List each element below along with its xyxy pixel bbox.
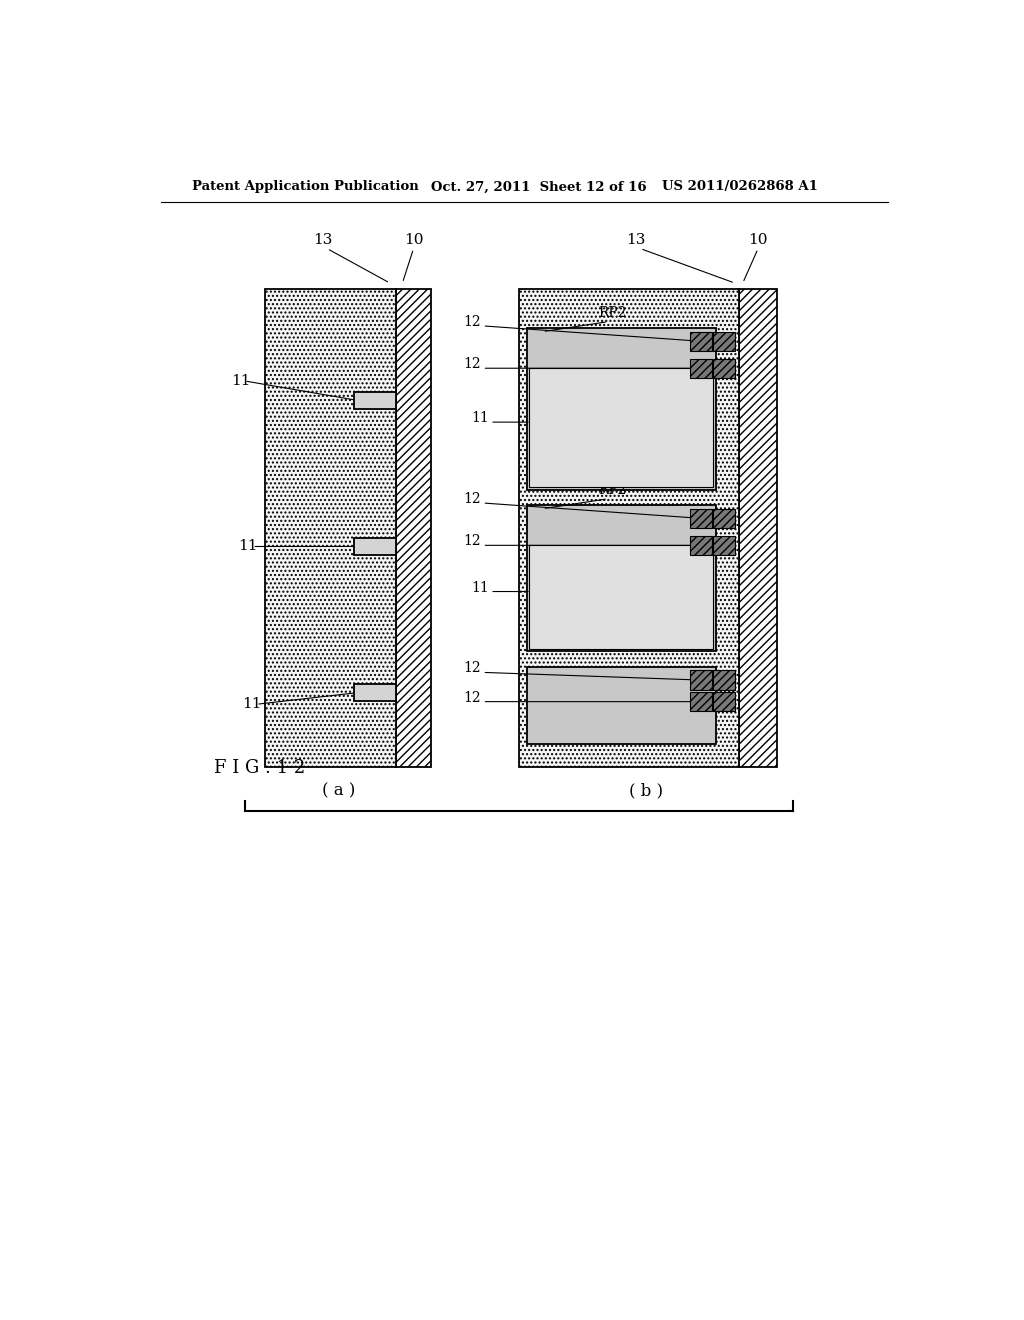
- Bar: [354, 539, 396, 554]
- Text: 11: 11: [471, 581, 488, 594]
- Text: 13: 13: [313, 232, 333, 247]
- Bar: [354, 684, 396, 701]
- Text: 11: 11: [239, 540, 258, 553]
- Bar: [529, 545, 714, 649]
- Bar: [690, 331, 712, 351]
- Text: 12: 12: [463, 535, 481, 548]
- Bar: [527, 506, 716, 651]
- Bar: [354, 392, 396, 409]
- Text: RP2: RP2: [598, 306, 627, 321]
- Text: 12: 12: [463, 661, 481, 676]
- Text: 10: 10: [403, 232, 423, 247]
- Text: 12: 12: [463, 315, 481, 329]
- Bar: [714, 671, 735, 689]
- Bar: [690, 692, 712, 711]
- Bar: [396, 289, 431, 767]
- Text: 12: 12: [463, 358, 481, 371]
- Text: 11: 11: [230, 374, 250, 388]
- Text: 13: 13: [627, 232, 646, 247]
- Text: ( a ): ( a ): [322, 783, 355, 800]
- Bar: [714, 536, 735, 554]
- Text: 10: 10: [749, 232, 768, 247]
- Text: F I G . 1 2: F I G . 1 2: [214, 759, 305, 777]
- Text: RP2: RP2: [598, 483, 627, 498]
- Bar: [739, 289, 777, 767]
- Bar: [690, 508, 712, 528]
- Text: US 2011/0262868 A1: US 2011/0262868 A1: [662, 181, 818, 194]
- Text: ( b ): ( b ): [630, 783, 664, 800]
- Bar: [519, 289, 739, 767]
- Bar: [527, 327, 716, 490]
- Bar: [527, 667, 716, 743]
- Bar: [714, 331, 735, 351]
- Text: 12: 12: [463, 492, 481, 506]
- Text: Oct. 27, 2011  Sheet 12 of 16: Oct. 27, 2011 Sheet 12 of 16: [431, 181, 646, 194]
- Text: Patent Application Publication: Patent Application Publication: [193, 181, 419, 194]
- Text: 12: 12: [463, 690, 481, 705]
- Bar: [714, 692, 735, 711]
- Text: 11: 11: [471, 411, 488, 425]
- Bar: [265, 289, 396, 767]
- Bar: [690, 671, 712, 689]
- Bar: [714, 359, 735, 378]
- Text: 11: 11: [243, 697, 262, 711]
- Bar: [529, 368, 714, 487]
- Bar: [714, 508, 735, 528]
- Bar: [690, 359, 712, 378]
- Bar: [690, 536, 712, 554]
